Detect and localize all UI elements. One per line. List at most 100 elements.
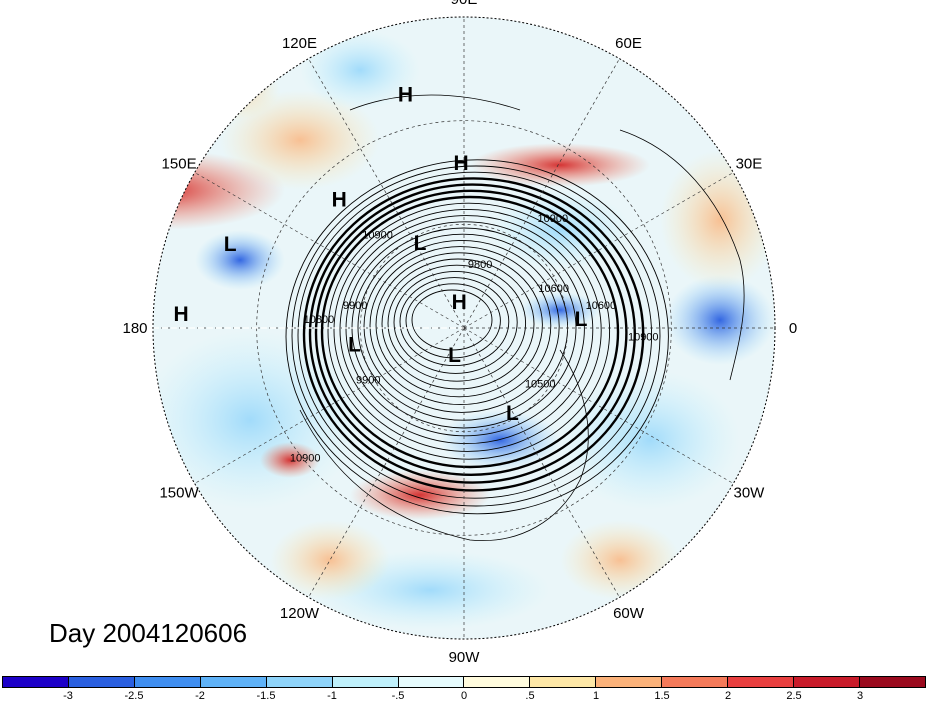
- anomaly-patch: [440, 410, 560, 470]
- anomaly-patch: [270, 520, 390, 600]
- colorbar: [2, 676, 926, 688]
- polar-map: 90E 60E 30E 0 30W 60W 90W 120W 150W 180 150E 120E H…: [122, 0, 797, 666]
- height-contour: [302, 177, 645, 492]
- height-contour: [339, 215, 594, 445]
- meridian-line: [308, 58, 465, 329]
- height-contour: [314, 189, 628, 476]
- graticule: [153, 17, 775, 639]
- anomaly-patch: [153, 330, 360, 510]
- longitude-label: 90W: [449, 649, 481, 666]
- height-contour: [345, 221, 585, 437]
- height-contour: [369, 246, 552, 406]
- colorbar-swatch: [859, 677, 925, 687]
- contour-value-label: 10800: [304, 314, 335, 326]
- meridian-line: [463, 58, 620, 329]
- coastline: [349, 94, 521, 111]
- longitude-label: 150W: [159, 485, 199, 502]
- height-contour: [393, 270, 518, 374]
- contour-value-label: 9900: [356, 374, 380, 386]
- map-disk: [153, 17, 775, 639]
- anomaly-field: [153, 30, 775, 630]
- longitude-label: 120E: [282, 35, 317, 52]
- low-pressure-label: L: [575, 308, 588, 331]
- contour-value-label: 10900: [290, 452, 321, 464]
- height-contour: [297, 171, 653, 499]
- parallel-circle: [256, 120, 672, 536]
- anomaly-patch: [560, 520, 680, 600]
- anomaly-patch: [490, 190, 630, 270]
- height-contours: [285, 159, 669, 515]
- anomaly-patch: [220, 90, 380, 190]
- colorbar-tick-label: -.5: [391, 690, 405, 702]
- coastline: [299, 349, 589, 542]
- colorbar-swatch: [530, 677, 597, 687]
- colorbar-swatch: [134, 677, 201, 687]
- colorbar-swatch: [68, 677, 135, 687]
- colorbar-swatch: [200, 677, 267, 687]
- height-contour: [375, 252, 543, 398]
- longitude-label: 180: [122, 320, 147, 337]
- colorbar-tick-label: 1.5: [654, 690, 670, 702]
- longitude-label: 30E: [736, 156, 763, 173]
- colorbar-swatch: [794, 677, 860, 687]
- high-pressure-label: H: [452, 291, 467, 314]
- colorbar-tick-label: -1: [327, 690, 337, 702]
- contour-labels: 10900 9800 10900 9900 10800 10600 10600 10900 10…: [290, 213, 659, 464]
- coastline: [619, 129, 745, 381]
- colorbar-tick-label: -1.5: [256, 690, 276, 702]
- height-contour: [411, 289, 493, 351]
- height-contour: [363, 239, 560, 413]
- height-contour: [333, 208, 602, 452]
- colorbar-swatch: [728, 677, 795, 687]
- anomaly-patch: [180, 60, 280, 120]
- longitude-label: 0: [789, 320, 797, 337]
- colorbar-tick-label: 0: [460, 690, 468, 702]
- colorbar-swatch: [3, 677, 69, 687]
- low-pressure-label: L: [224, 233, 237, 256]
- contour-value-label: 9900: [343, 300, 367, 312]
- low-pressure-label: L: [448, 344, 461, 367]
- meridian-line: [308, 327, 465, 598]
- height-contour: [399, 277, 510, 367]
- low-pressure-label: L: [348, 333, 361, 356]
- contour-value-label: 10900: [538, 213, 569, 225]
- height-contour: [381, 258, 535, 390]
- colorbar-tick-label: -3: [63, 690, 73, 702]
- colorbar-swatch: [266, 677, 333, 687]
- colorbar-swatch: [662, 677, 729, 687]
- height-contour: [291, 165, 661, 507]
- colorbar-tick-label: 3: [856, 690, 864, 702]
- meridian-line: [463, 327, 734, 484]
- height-contour: [387, 264, 527, 382]
- colorbar-swatch: [596, 677, 663, 687]
- low-pressure-label: L: [414, 232, 427, 255]
- longitude-label: 90E: [451, 0, 478, 8]
- height-contour: [320, 195, 620, 469]
- meridian-line: [463, 172, 734, 329]
- day-title: Day 2004120606: [49, 618, 248, 648]
- contour-value-label: 10500: [525, 379, 556, 391]
- colorbar-swatch: [332, 677, 399, 687]
- longitude-label: 150E: [162, 156, 197, 173]
- anomaly-patch: [195, 230, 285, 290]
- anomaly-patch: [665, 275, 775, 365]
- high-pressure-label: H: [173, 303, 188, 326]
- anomaly-patch: [300, 30, 420, 110]
- contour-value-label: 10600: [538, 283, 569, 295]
- pressure-centers: H H H L H L H L L L L: [173, 83, 587, 424]
- height-contour: [405, 283, 501, 359]
- high-pressure-label: H: [332, 189, 347, 212]
- contour-value-label: 10900: [628, 332, 659, 344]
- longitude-label: 60W: [613, 605, 645, 622]
- colorbar-tick-label: 1: [592, 690, 600, 702]
- longitude-label: 120W: [280, 605, 320, 622]
- colorbar-tick-label: 2.5: [786, 690, 802, 702]
- anomaly-patch: [260, 442, 320, 478]
- meridian-line: [194, 172, 465, 329]
- contour-value-label: 9800: [468, 259, 492, 271]
- colorbar-tick-label: .5: [525, 690, 535, 702]
- low-pressure-label: L: [506, 402, 519, 425]
- meridian-line: [194, 327, 465, 484]
- coastlines: [299, 94, 745, 542]
- longitude-label: 60E: [615, 35, 642, 52]
